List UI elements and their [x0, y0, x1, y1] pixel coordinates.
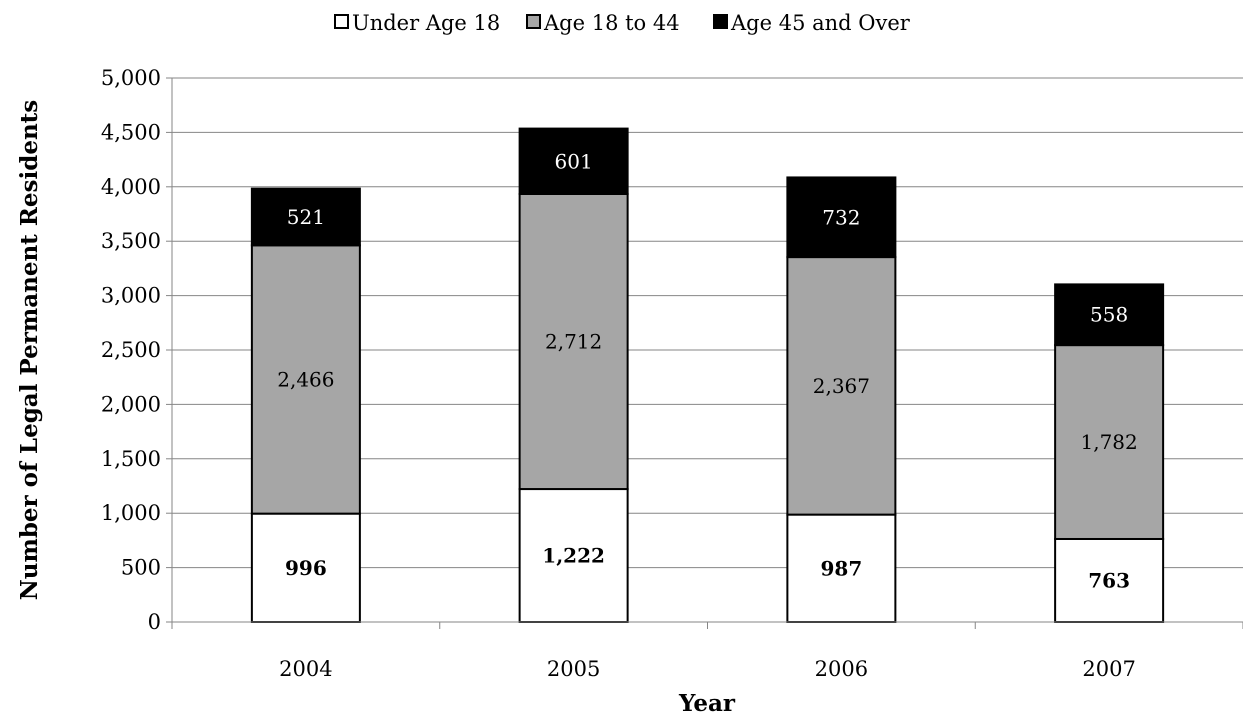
- y-tick-label: 3,000: [101, 284, 161, 308]
- y-tick-label: 2,500: [101, 338, 161, 362]
- data-label: 996: [285, 556, 327, 580]
- data-label: 763: [1088, 568, 1130, 592]
- y-tick-label: 1,000: [101, 501, 161, 525]
- data-label: 2,466: [277, 367, 334, 391]
- bar-segment: [786, 176, 897, 259]
- x-tick-label: 2006: [815, 657, 868, 681]
- y-tick-label: 4,500: [101, 120, 161, 144]
- bar-segment: [1054, 344, 1165, 540]
- legend-swatch: [713, 14, 728, 29]
- legend-swatch: [526, 14, 541, 29]
- bar-segment: [1054, 537, 1165, 623]
- x-axis-title: Year: [678, 690, 736, 717]
- x-tick-label: 2007: [1082, 657, 1135, 681]
- data-label: 2,712: [545, 330, 602, 354]
- x-tick-label: 2004: [279, 657, 332, 681]
- y-tick-label: 2,000: [101, 392, 161, 416]
- y-tick-label: 5,000: [101, 66, 161, 90]
- y-tick-label: 1,500: [101, 447, 161, 471]
- data-label: 1,222: [542, 544, 605, 568]
- bar-segment: [250, 187, 361, 247]
- data-label: 732: [822, 205, 860, 229]
- axes: 0 500 1,000 1,500 2,000 2,500 3,000 3,500 4,000 4…: [101, 66, 1243, 681]
- legend-label: Age 45 and Over: [730, 11, 911, 35]
- bar-segment: [518, 192, 629, 491]
- bar-segment: [250, 244, 361, 515]
- data-label: 1,782: [1080, 430, 1137, 454]
- data-label: 558: [1090, 303, 1128, 327]
- legend-swatch: [334, 14, 349, 29]
- y-tick-label: 0: [148, 610, 161, 634]
- y-axis-title: Number of Legal Permanent Residents: [16, 100, 43, 601]
- bars: [250, 127, 1165, 623]
- data-label: 601: [555, 149, 593, 173]
- bar-segment: [518, 127, 629, 195]
- bar-segment: [518, 488, 629, 623]
- y-tick-label: 500: [121, 556, 161, 580]
- y-tick-label: 3,500: [101, 229, 161, 253]
- data-labels: 996 2,466 521 1,222 2,712 601 987 2,367 732 763 1,…: [277, 149, 1138, 592]
- bar-segment: [1054, 283, 1165, 347]
- legend-label: Age 18 to 44: [543, 11, 680, 35]
- legend: Under Age 18 Age 18 to 44 Age 45 and Over: [334, 11, 911, 35]
- data-label: 987: [821, 556, 863, 580]
- data-label: 521: [287, 205, 325, 229]
- bar-segment: [786, 513, 897, 623]
- legend-label: Under Age 18: [352, 11, 500, 35]
- x-tick-label: 2005: [547, 657, 600, 681]
- data-label: 2,367: [813, 374, 870, 398]
- bar-segment: [786, 256, 897, 516]
- y-tick-label: 4,000: [101, 175, 161, 199]
